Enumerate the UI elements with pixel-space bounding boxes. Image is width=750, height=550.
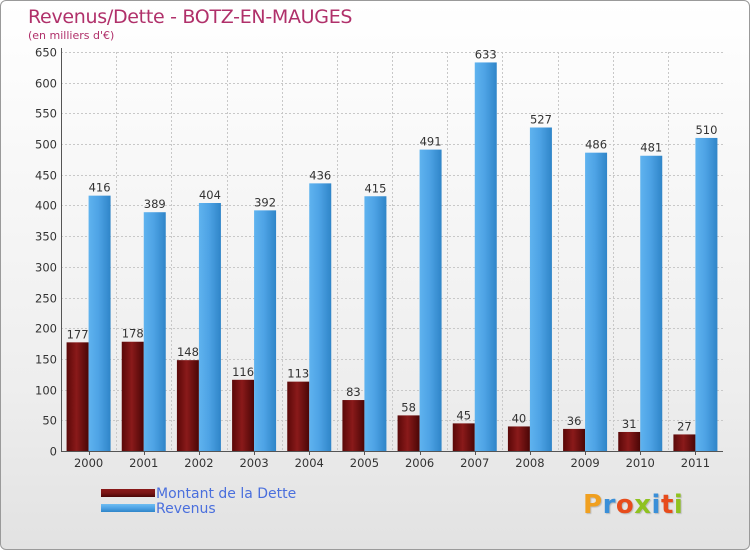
bar-revenus	[254, 210, 277, 451]
data-label-revenus: 527	[530, 113, 552, 127]
bar-revenus	[88, 195, 111, 451]
proxiti-logo: Proxiti	[583, 490, 683, 520]
logo-letter: i	[651, 490, 661, 520]
y-tick-label: 100	[35, 384, 57, 398]
x-tick-label: 2004	[295, 456, 324, 470]
x-tick-label: 2002	[184, 456, 213, 470]
data-label-dette: 178	[122, 327, 144, 341]
logo-letter: P	[583, 490, 603, 520]
bar-dette	[397, 415, 420, 451]
data-label-dette: 36	[567, 414, 582, 428]
bar-dette	[287, 381, 310, 451]
data-label-dette: 40	[512, 411, 527, 425]
x-tick-label: 2008	[515, 456, 544, 470]
data-label-revenus: 481	[640, 141, 662, 155]
data-label-revenus: 486	[585, 138, 607, 152]
data-label-revenus: 415	[364, 181, 386, 195]
chart-subtitle: (en milliers d'€)	[28, 29, 115, 42]
y-tick-label: 550	[35, 107, 57, 121]
x-tick-label: 2011	[681, 456, 710, 470]
bar-revenus	[529, 127, 552, 451]
data-label-dette: 116	[232, 365, 254, 379]
x-tick-label: 2000	[74, 456, 103, 470]
data-label-dette: 58	[401, 400, 416, 414]
x-tick-label: 2003	[239, 456, 268, 470]
data-label-revenus: 633	[475, 47, 497, 61]
bar-dette	[563, 428, 586, 451]
bar-revenus	[198, 203, 221, 451]
bar-dette	[66, 342, 89, 451]
data-label-revenus: 510	[695, 123, 717, 137]
logo-letter: o	[615, 490, 635, 520]
x-tick-label: 2006	[405, 456, 434, 470]
bar-dette	[232, 379, 255, 451]
bar-dette	[618, 431, 641, 451]
bar-dette	[452, 423, 475, 451]
data-label-revenus: 416	[89, 181, 111, 195]
grid-lines	[61, 52, 723, 452]
legend-label-revenus: Revenus	[156, 501, 216, 517]
data-label-revenus: 491	[420, 135, 442, 149]
y-tick-label: 650	[35, 46, 57, 60]
y-tick-label: 450	[35, 169, 57, 183]
logo-letter: t	[660, 490, 674, 520]
data-label-dette: 83	[346, 385, 361, 399]
chart-title: Revenus/Dette - BOTZ-EN-MAUGES	[28, 6, 353, 28]
y-tick-label: 350	[35, 230, 57, 244]
x-tick-label: 2007	[460, 456, 489, 470]
data-label-dette: 45	[456, 408, 471, 422]
bar-dette	[176, 360, 199, 451]
y-tick-label: 200	[35, 322, 57, 336]
x-tick-label: 2010	[626, 456, 655, 470]
y-tick-label: 150	[35, 353, 57, 367]
bar-dette	[342, 400, 365, 451]
data-label-dette: 113	[287, 367, 309, 381]
bar-revenus	[364, 196, 387, 451]
bar-dette	[673, 434, 696, 451]
x-tick-label: 2001	[129, 456, 158, 470]
logo-letter: r	[602, 490, 616, 520]
logo-letter: x	[634, 490, 652, 520]
bar-revenus	[143, 212, 166, 451]
axes: 0 50 100 150 200 250 300 350 400 450 500 550 600 650 2…	[35, 46, 723, 470]
x-tick-label: 2005	[350, 456, 379, 470]
data-label-revenus: 404	[199, 188, 221, 202]
y-tick-label: 400	[35, 199, 57, 213]
legend-swatch-revenus	[101, 504, 155, 512]
y-tick-label: 300	[35, 261, 57, 275]
data-label-revenus: 392	[254, 195, 276, 209]
data-label-revenus: 389	[144, 197, 166, 211]
data-label-dette: 27	[677, 419, 692, 433]
x-tick-label: 2009	[570, 456, 599, 470]
y-tick-label: 600	[35, 77, 57, 91]
data-label-dette: 31	[622, 417, 637, 431]
legend-swatch-dette	[101, 489, 155, 497]
bar-revenus	[585, 152, 608, 451]
bar-dette	[507, 426, 530, 451]
logo-letter: i	[673, 490, 684, 520]
bar-dette	[121, 341, 144, 451]
bar-revenus	[695, 137, 718, 451]
y-tick-label: 250	[35, 292, 57, 306]
y-tick-label: 0	[50, 445, 57, 459]
data-labels: 177 416 178 389 148 404 116 392 113 436 83 415 58 491…	[67, 47, 718, 433]
y-tick-label: 500	[35, 138, 57, 152]
legend-label-dette: Montant de la Dette	[156, 486, 297, 502]
bar-revenus	[640, 155, 663, 452]
bar-revenus	[419, 149, 442, 451]
data-label-dette: 177	[67, 327, 89, 341]
bar-revenus	[309, 183, 332, 451]
data-label-revenus: 436	[309, 168, 331, 182]
data-label-dette: 148	[177, 345, 199, 359]
bars	[66, 62, 718, 452]
bar-revenus	[474, 62, 497, 451]
y-tick-label: 50	[42, 414, 57, 428]
